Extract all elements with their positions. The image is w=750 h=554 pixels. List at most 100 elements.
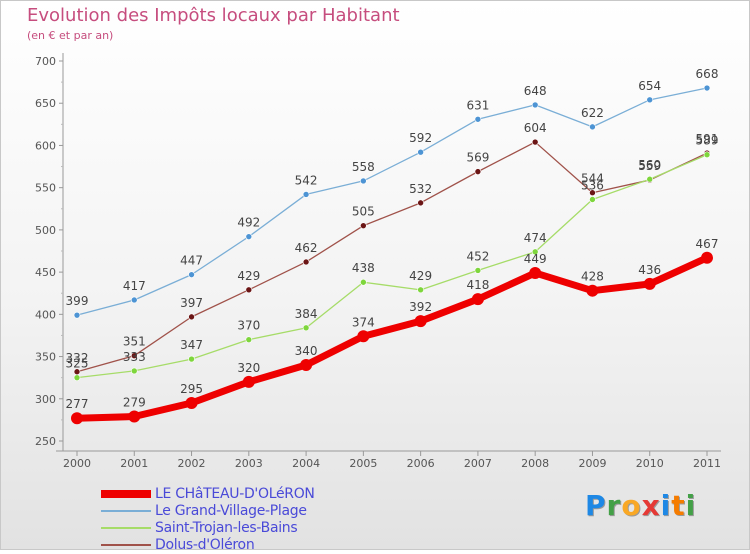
data-label: 332 (66, 351, 89, 365)
data-label: 591 (696, 132, 719, 146)
legend-label: Le Grand-Village-Plage (155, 503, 307, 519)
data-point (188, 271, 195, 278)
chart-subtitle: (en € et par an) (27, 29, 114, 42)
data-point (414, 315, 427, 328)
data-label: 654 (638, 79, 661, 93)
data-label: 449 (524, 252, 547, 266)
x-tick-label: 2010 (636, 457, 664, 470)
data-label: 370 (237, 319, 260, 333)
legend-label: Dolus-d'Oléron (155, 537, 255, 553)
data-label: 560 (638, 158, 661, 172)
data-point (242, 375, 255, 388)
data-point (245, 233, 253, 240)
series-line (73, 254, 711, 422)
logo-letter: i (685, 489, 697, 522)
logo-letter: t (671, 489, 686, 522)
data-label: 558 (352, 160, 375, 174)
data-point (531, 138, 539, 146)
y-tick-label: 400 (35, 308, 56, 321)
x-tick-label: 2006 (407, 457, 435, 470)
data-label: 467 (696, 237, 719, 251)
data-point (471, 293, 484, 306)
data-point (360, 278, 367, 286)
data-label: 325 (66, 357, 89, 371)
data-label: 569 (466, 151, 489, 165)
data-label: 340 (295, 344, 318, 358)
data-label: 374 (352, 315, 375, 329)
data-label: 418 (466, 278, 489, 292)
data-point (529, 266, 542, 279)
data-label: 399 (66, 294, 89, 308)
data-label: 505 (352, 205, 375, 219)
x-tick-label: 2001 (120, 457, 148, 470)
data-label: 429 (237, 269, 260, 283)
data-point (360, 222, 367, 229)
data-label: 542 (295, 173, 318, 187)
data-label: 604 (524, 121, 547, 135)
data-point (302, 258, 310, 266)
y-tick-label: 600 (35, 139, 56, 152)
data-label: 589 (696, 134, 719, 148)
logo-letter: r (606, 489, 622, 522)
data-point (703, 84, 711, 92)
data-label: 347 (180, 338, 203, 352)
data-point (71, 412, 83, 425)
y-tick-label: 650 (35, 97, 56, 110)
data-label: 474 (524, 231, 547, 245)
x-tick-label: 2007 (464, 457, 492, 470)
data-label: 333 (123, 350, 146, 364)
proxiti-logo: Proxiti (585, 489, 696, 522)
logo-letter: o (621, 489, 642, 522)
data-point (360, 177, 367, 185)
data-label: 279 (123, 396, 146, 410)
data-point (589, 196, 596, 203)
logo-letter: i (660, 489, 672, 522)
data-label: 492 (237, 216, 260, 230)
data-label: 559 (638, 159, 661, 173)
data-label: 392 (409, 300, 432, 314)
data-label: 452 (466, 249, 489, 263)
data-label: 447 (180, 254, 203, 268)
data-label: 648 (524, 84, 547, 98)
data-label: 277 (66, 397, 89, 411)
data-label: 668 (696, 67, 719, 81)
data-point (188, 313, 195, 321)
data-label: 544 (581, 172, 604, 186)
y-tick-label: 500 (35, 224, 56, 237)
data-point (643, 277, 656, 290)
data-label: 462 (295, 241, 318, 255)
data-label: 438 (352, 261, 375, 275)
x-tick-label: 2003 (235, 457, 263, 470)
data-label: 295 (180, 382, 203, 396)
legend-label: Saint-Trojan-les-Bains (155, 520, 298, 536)
data-point (646, 96, 654, 104)
data-label: 351 (123, 335, 146, 349)
data-point (130, 352, 138, 360)
data-label: 631 (466, 98, 489, 112)
x-tick-label: 2000 (63, 457, 91, 470)
data-point (357, 330, 370, 343)
legend-swatch (101, 490, 151, 498)
data-label: 532 (409, 182, 432, 196)
data-label: 428 (581, 270, 604, 284)
x-tick-label: 2004 (292, 457, 320, 470)
data-label: 436 (638, 263, 661, 277)
data-point (245, 336, 253, 343)
data-label: 592 (409, 131, 432, 145)
data-point (531, 248, 539, 256)
legend-label: LE CHâTEAU-D'OLéRON (155, 486, 315, 502)
data-point (701, 251, 713, 264)
data-point (417, 199, 424, 207)
data-point (474, 115, 482, 123)
x-tick-label: 2002 (178, 457, 206, 470)
data-label: 417 (123, 279, 146, 293)
data-point (474, 168, 482, 175)
data-point (130, 367, 138, 375)
logo-letter: P (585, 489, 607, 522)
series-line (76, 141, 708, 373)
data-point (188, 355, 195, 363)
data-point (586, 284, 599, 297)
data-point (417, 286, 424, 294)
